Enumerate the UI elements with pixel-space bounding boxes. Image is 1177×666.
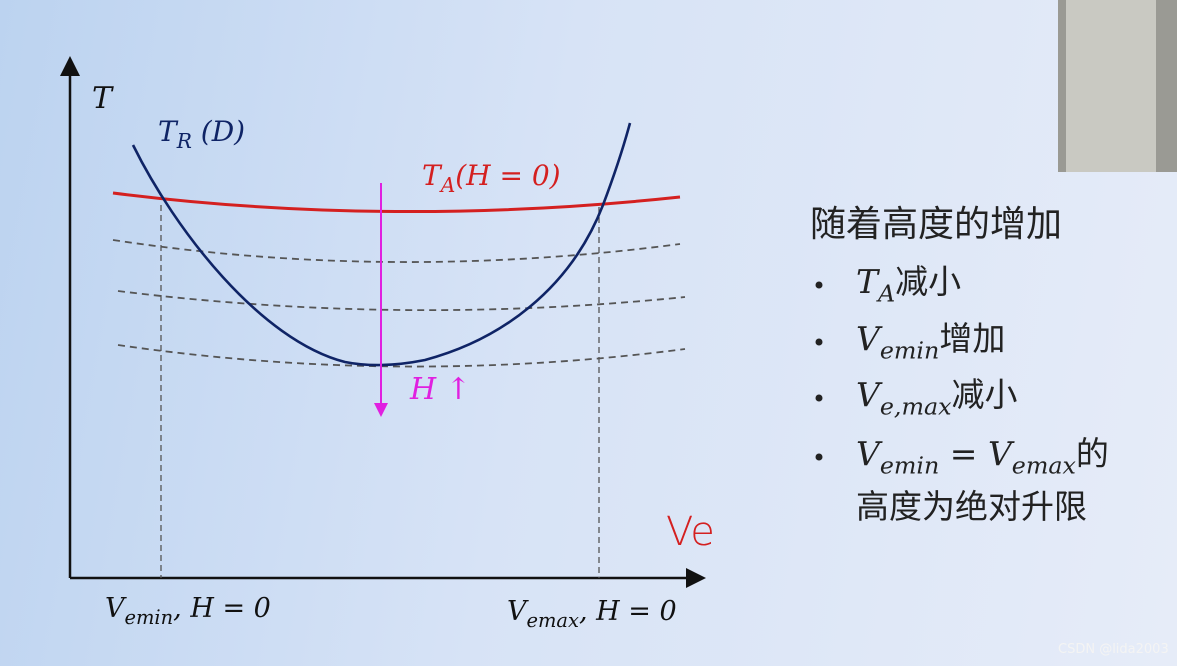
vmax-label: Vemax, H = 0 (507, 598, 677, 630)
bullet-text: Vemin增加 (856, 322, 1005, 363)
label-part: , H = 0 (173, 593, 271, 624)
notes-heading: 随着高度的增加 (810, 204, 1063, 245)
label-part: V (856, 319, 880, 358)
label-part: T (856, 262, 879, 301)
label-part: A (440, 173, 456, 198)
label-part: emin (124, 605, 174, 629)
label-part: = V (939, 434, 1012, 473)
label-part: V (856, 434, 880, 473)
vmin-label: Vemin, H = 0 (105, 595, 271, 627)
label-part: A (878, 279, 896, 308)
label-part: emin (879, 336, 940, 365)
label-part: Ve (666, 509, 715, 555)
arrow-label: H ↑ (410, 375, 471, 405)
x-axis-label: Ve (666, 512, 715, 552)
available-curve-label: TA(H = 0) (422, 159, 561, 198)
bullet-dot (815, 281, 823, 289)
label-part: V (105, 593, 125, 624)
notes-continuation: 高度为绝对升限 (856, 487, 1087, 526)
available-thrust-curve (112, 191, 681, 214)
label-part: e,max (879, 392, 952, 421)
label-part: T (92, 81, 113, 116)
label-part: R (176, 129, 192, 154)
thrust-curve-dashed (117, 290, 686, 312)
required-thrust-curve (131, 122, 632, 367)
label-part: emin (879, 451, 940, 480)
y-axis-label: T (92, 84, 112, 114)
label-part: T (158, 115, 177, 148)
label-part: V (507, 596, 527, 627)
label-part: 增加 (939, 319, 1006, 358)
bullet-text: TA减小 (856, 265, 961, 306)
webcam-background (1066, 0, 1156, 172)
label-part: (H = 0) (455, 159, 561, 192)
label-part: emax (1011, 451, 1076, 480)
bullet-text: Ve,max减小 (856, 378, 1018, 419)
label-part: (D) (191, 115, 246, 148)
bullet-dot (815, 394, 823, 402)
label-part: V (856, 375, 880, 414)
bullet-text: Vemin = Vemax的 (856, 437, 1109, 478)
thrust-curve-dashed (112, 239, 681, 263)
label-part: 的 (1075, 434, 1109, 473)
label-part: T (422, 159, 441, 192)
bullet-dot (815, 338, 823, 346)
label-part: 减小 (951, 375, 1018, 414)
required-curve-label: TR (D) (158, 115, 246, 154)
label-part: 减小 (895, 262, 962, 301)
label-part: emax (526, 608, 580, 632)
watermark: CSDN @lida2003 (1058, 642, 1169, 657)
bullet-dot (815, 453, 823, 461)
label-part: , H = 0 (579, 596, 677, 627)
label-part: H ↑ (410, 372, 471, 407)
